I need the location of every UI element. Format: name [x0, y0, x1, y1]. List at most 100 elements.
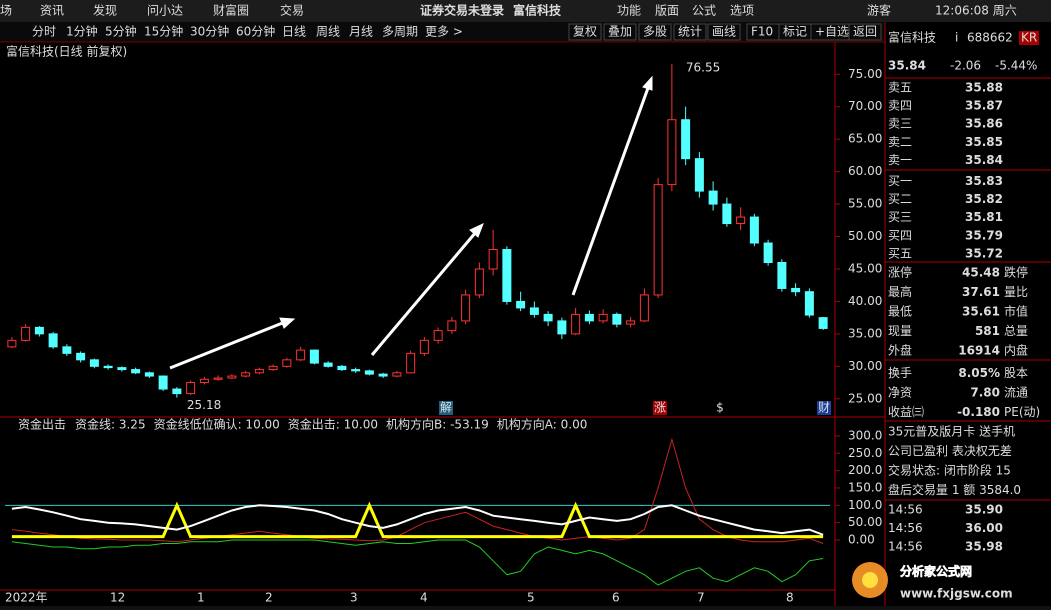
period-tab[interactable]: 5分钟: [105, 24, 137, 39]
indicator-line: [11, 539, 824, 586]
book-label: 卖三: [888, 117, 912, 131]
tool-button[interactable]: 多股: [643, 25, 667, 39]
clock: 12:06:08 周六: [935, 4, 1017, 18]
candle-body: [76, 352, 86, 361]
indicator-value: 资金出击: 10.00: [288, 417, 378, 432]
period-tab[interactable]: 分时: [32, 25, 56, 39]
candle-body: [117, 367, 127, 371]
menu-item[interactable]: 问小达: [147, 4, 183, 18]
period-tab[interactable]: 30分钟: [190, 24, 229, 39]
period-tab[interactable]: 60分钟: [236, 24, 275, 39]
period-tab[interactable]: 更多 >: [425, 25, 463, 39]
info-line: 公司已盈利 表决权无差: [888, 444, 1012, 458]
book-label: 卖一: [888, 153, 912, 167]
candle-body: [364, 370, 374, 375]
menu-bar: [0, 0, 1051, 22]
event-marker[interactable]: 涨: [654, 400, 666, 415]
x-tick-label: 1: [197, 591, 205, 605]
candle-body: [584, 313, 594, 322]
notice: 证券交易未登录: [420, 3, 504, 18]
tool-button[interactable]: 返回: [853, 25, 877, 39]
book-price: 35.85: [965, 135, 1003, 149]
tool-button-bg: [568, 23, 602, 41]
tool-button-bg: [673, 23, 707, 41]
trade-time: 14:56: [888, 503, 923, 517]
info-line: 交易状态: 闭市阶段 15: [888, 463, 1011, 478]
period-tab[interactable]: 月线: [349, 25, 373, 39]
period-tab[interactable]: 日线: [282, 25, 306, 39]
indicator-line: [11, 437, 824, 544]
stat-value: 7.80: [970, 386, 1000, 400]
stat-label: 净资: [888, 386, 912, 400]
menu-item[interactable]: 交易: [280, 3, 304, 18]
candle-body: [557, 320, 567, 335]
stat-label: PE(动): [1004, 405, 1040, 419]
y-tick-label: 35.00: [848, 326, 882, 340]
book-label: 买三: [888, 210, 912, 224]
toolbar: [0, 22, 885, 42]
menu-item[interactable]: 财富圈: [213, 3, 249, 18]
candle-body: [309, 349, 319, 364]
tool-button[interactable]: 标记: [783, 25, 807, 39]
menu-item[interactable]: 选项: [730, 4, 754, 18]
change-pct: -5.44%: [995, 59, 1037, 73]
event-marker[interactable]: $: [716, 401, 724, 415]
stat-value: 45.48: [962, 266, 1000, 280]
y-tick-label: 45.00: [848, 261, 882, 275]
low-label: 25.18: [187, 398, 221, 412]
candle-body: [488, 249, 498, 270]
stat-label: 涨停: [888, 265, 912, 280]
event-marker[interactable]: 解: [440, 401, 452, 415]
book-price: 35.81: [965, 210, 1003, 224]
tool-button[interactable]: 复权: [573, 25, 597, 39]
x-tick-label: 2: [265, 591, 273, 605]
y-tick-label: 50.00: [848, 229, 882, 243]
y-tick-label: 25.00: [848, 391, 882, 405]
period-tab[interactable]: 1分钟: [66, 24, 98, 39]
y-tick-label: 70.00: [848, 99, 882, 113]
menu-item[interactable]: 场: [0, 4, 12, 18]
candle-body: [158, 375, 168, 390]
period-tab[interactable]: 多周期: [382, 25, 418, 39]
candle-body: [763, 242, 773, 263]
badge-bg: [1019, 31, 1039, 45]
book-price: 35.83: [965, 174, 1003, 188]
menu-item[interactable]: 版面: [655, 4, 679, 18]
candle-body: [543, 313, 553, 322]
candle-body: [681, 119, 691, 160]
indicator-line: [11, 504, 824, 536]
period-tab[interactable]: 周线: [316, 25, 340, 39]
trade-time: 14:56: [888, 521, 923, 535]
event-marker-bg: [817, 401, 831, 415]
tool-button[interactable]: F10: [751, 25, 773, 39]
candle-body: [818, 317, 828, 329]
x-tick-label: 3: [350, 591, 358, 605]
candle-body: [254, 369, 264, 374]
tool-button[interactable]: 画线: [712, 25, 736, 39]
y-tick-label: 150.0: [848, 480, 882, 494]
watermark: 分析家公式网: [900, 564, 972, 579]
book-label: 买五: [888, 246, 912, 260]
event-marker[interactable]: 财: [818, 401, 830, 415]
tool-button[interactable]: +自选: [815, 25, 849, 39]
x-tick-label: 7: [697, 591, 705, 605]
candle-body: [516, 300, 526, 309]
period-tab[interactable]: 15分钟: [144, 24, 183, 39]
tool-button[interactable]: 叠加: [608, 25, 632, 39]
stat-value: 581: [975, 324, 1000, 338]
candle-body: [103, 365, 113, 369]
indicator-value: 机构方向A: 0.00: [497, 417, 588, 432]
y-tick-label: 65.00: [848, 132, 882, 146]
stat-label: 收益㈢: [888, 405, 924, 419]
menu-item[interactable]: 功能: [617, 4, 641, 18]
book-price: 35.82: [965, 192, 1003, 206]
menu-item[interactable]: 公式: [692, 4, 716, 18]
tool-button[interactable]: 统计: [678, 25, 702, 39]
stat-value: 37.61: [962, 285, 1000, 299]
candle-body: [777, 261, 787, 289]
menu-item[interactable]: 资讯: [40, 4, 64, 18]
flag: i: [955, 31, 958, 45]
candle-body: [598, 313, 608, 322]
candle-body: [213, 377, 223, 380]
menu-item[interactable]: 发现: [93, 3, 117, 18]
